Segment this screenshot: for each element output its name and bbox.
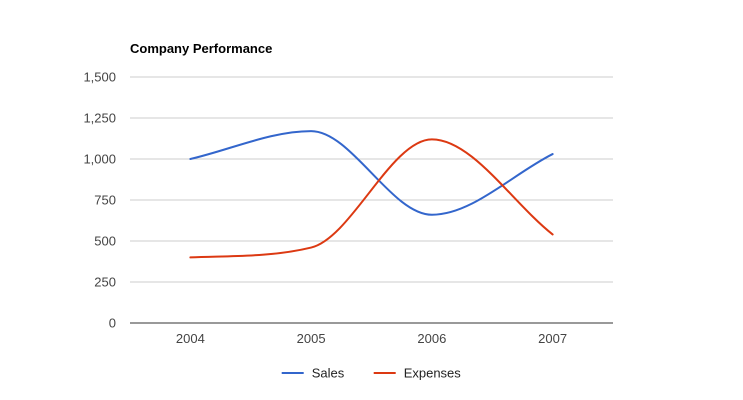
x-tick-label: 2005	[297, 331, 326, 346]
y-tick-label: 1,250	[83, 111, 116, 126]
y-axis: 0 250 500 750 1,000 1,250 1,500	[83, 70, 116, 331]
legend-item-sales[interactable]: Sales	[281, 366, 345, 381]
grid-layer	[130, 76, 613, 324]
series-line-expenses	[189, 138, 554, 259]
y-tick-label: 750	[94, 193, 116, 208]
y-tick-label: 250	[94, 275, 116, 290]
x-axis: 2004 2005 2006 2007	[176, 331, 567, 346]
x-tick-label: 2007	[538, 331, 567, 346]
x-tick-label: 2004	[176, 331, 205, 346]
y-tick-label: 1,500	[83, 70, 116, 85]
series-layer	[189, 130, 554, 259]
legend-label: Sales	[312, 366, 345, 381]
series-line-sales	[189, 130, 554, 216]
y-tick-label: 0	[109, 316, 116, 331]
legend: Sales Expenses	[281, 366, 462, 381]
chart-title: Company Performance	[130, 41, 272, 56]
x-tick-label: 2006	[417, 331, 446, 346]
y-tick-label: 500	[94, 234, 116, 249]
y-tick-label: 1,000	[83, 152, 116, 167]
legend-label: Expenses	[404, 366, 462, 381]
legend-item-expenses[interactable]: Expenses	[373, 366, 462, 381]
